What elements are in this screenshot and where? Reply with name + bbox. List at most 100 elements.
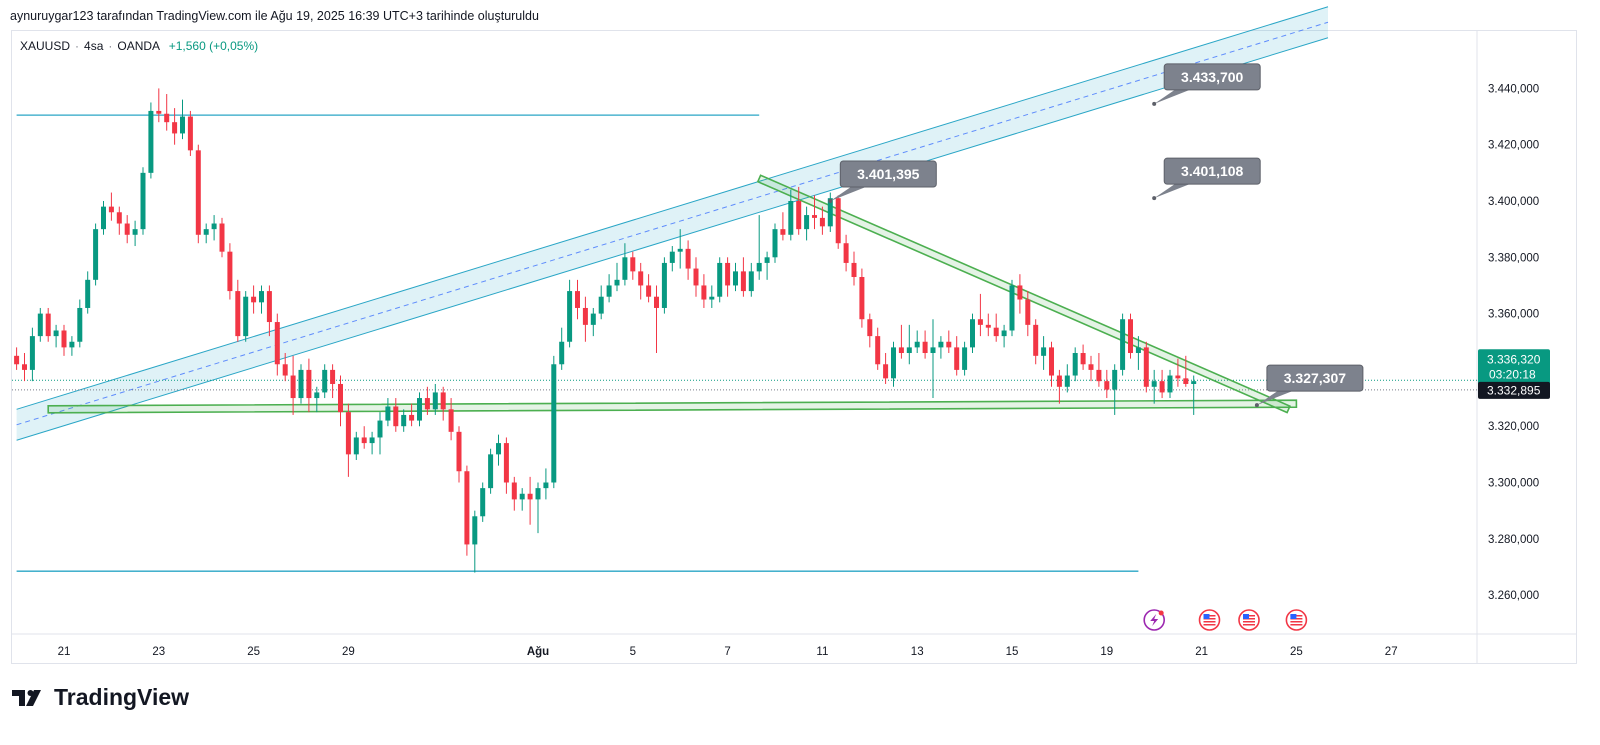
- candle[interactable]: [993, 313, 999, 342]
- ascending-channel[interactable]: [16, 6, 1329, 441]
- candle[interactable]: [970, 313, 975, 354]
- candle[interactable]: [345, 403, 351, 477]
- candle[interactable]: [898, 324, 904, 359]
- candle[interactable]: [622, 243, 628, 286]
- candle[interactable]: [1072, 347, 1078, 382]
- candle[interactable]: [385, 398, 391, 427]
- candle[interactable]: [235, 279, 241, 342]
- candle[interactable]: [85, 271, 91, 314]
- candle[interactable]: [306, 358, 312, 413]
- candle[interactable]: [1104, 369, 1110, 399]
- channel-upper-line[interactable]: [16, 6, 1329, 410]
- candle[interactable]: [796, 186, 802, 235]
- candle[interactable]: [180, 99, 185, 140]
- candle[interactable]: [456, 426, 462, 483]
- candle[interactable]: [1120, 313, 1126, 376]
- candle[interactable]: [677, 229, 683, 269]
- candle[interactable]: [377, 412, 383, 455]
- candle[interactable]: [733, 262, 738, 292]
- candle[interactable]: [156, 88, 162, 123]
- candle[interactable]: [53, 324, 59, 348]
- us-flag-icon[interactable]: [1198, 609, 1221, 631]
- candle[interactable]: [148, 102, 154, 179]
- candle[interactable]: [693, 257, 699, 297]
- candle[interactable]: [251, 285, 257, 314]
- candle[interactable]: [1135, 336, 1141, 370]
- candle[interactable]: [661, 257, 667, 314]
- candle[interactable]: [567, 279, 573, 348]
- candle[interactable]: [883, 353, 889, 384]
- candle[interactable]: [259, 285, 264, 314]
- candle[interactable]: [985, 313, 991, 337]
- candle[interactable]: [669, 246, 675, 272]
- candle[interactable]: [1183, 355, 1189, 387]
- candle[interactable]: [788, 189, 794, 241]
- candle[interactable]: [764, 251, 770, 280]
- candle[interactable]: [598, 285, 604, 320]
- candle[interactable]: [132, 220, 138, 247]
- candle[interactable]: [1112, 364, 1118, 415]
- candle[interactable]: [417, 392, 422, 427]
- candle[interactable]: [1041, 336, 1047, 370]
- candle[interactable]: [314, 386, 320, 413]
- candle[interactable]: [219, 217, 225, 258]
- candle[interactable]: [77, 299, 83, 348]
- candle[interactable]: [511, 476, 517, 511]
- candle[interactable]: [922, 330, 928, 359]
- candle[interactable]: [527, 476, 533, 525]
- candle[interactable]: [290, 355, 296, 415]
- candle[interactable]: [875, 327, 881, 370]
- candle[interactable]: [756, 215, 762, 280]
- candle[interactable]: [409, 403, 415, 427]
- candle[interactable]: [582, 296, 588, 342]
- candle[interactable]: [1049, 341, 1054, 387]
- candle[interactable]: [393, 398, 399, 432]
- candle[interactable]: [503, 437, 509, 494]
- candle[interactable]: [14, 347, 20, 370]
- candle[interactable]: [101, 201, 106, 235]
- candle[interactable]: [1064, 364, 1070, 393]
- candle[interactable]: [938, 336, 944, 359]
- candle[interactable]: [472, 510, 478, 573]
- candle[interactable]: [211, 215, 217, 241]
- candle[interactable]: [401, 409, 407, 432]
- candle[interactable]: [1088, 355, 1094, 382]
- candle[interactable]: [61, 324, 67, 356]
- candle[interactable]: [488, 448, 494, 494]
- candle[interactable]: [69, 336, 75, 356]
- candle[interactable]: [748, 262, 754, 297]
- price-callout[interactable]: 3.401,108: [1152, 157, 1261, 201]
- candle[interactable]: [1056, 369, 1062, 404]
- candle[interactable]: [535, 482, 541, 534]
- candle[interactable]: [353, 431, 359, 460]
- candle[interactable]: [1151, 369, 1157, 404]
- candle[interactable]: [203, 223, 209, 244]
- price-callout[interactable]: 3.401,395: [828, 160, 937, 203]
- candle[interactable]: [1159, 369, 1165, 399]
- candle[interactable]: [1001, 324, 1007, 348]
- candle[interactable]: [1080, 344, 1086, 370]
- candle[interactable]: [195, 144, 201, 244]
- candle[interactable]: [227, 243, 233, 300]
- candle[interactable]: [575, 279, 580, 320]
- candle[interactable]: [298, 364, 304, 404]
- candle[interactable]: [962, 341, 968, 376]
- candle[interactable]: [867, 313, 873, 348]
- candle[interactable]: [440, 386, 446, 421]
- candle[interactable]: [1128, 313, 1133, 359]
- candle[interactable]: [551, 355, 557, 489]
- candle[interactable]: [709, 285, 715, 308]
- descending-triangle[interactable]: [47, 174, 1298, 414]
- candle[interactable]: [954, 336, 960, 376]
- candle[interactable]: [266, 285, 272, 337]
- candle[interactable]: [432, 383, 438, 415]
- candle[interactable]: [977, 293, 983, 337]
- candle[interactable]: [448, 398, 454, 441]
- symbol-legend[interactable]: XAUUSD · 4sa · OANDA +1,560 (+0,05%): [20, 39, 259, 53]
- candle[interactable]: [740, 257, 746, 297]
- candle[interactable]: [859, 268, 865, 328]
- price-callout[interactable]: 3.327,307: [1254, 364, 1364, 408]
- candle[interactable]: [1175, 358, 1181, 387]
- candle[interactable]: [496, 434, 501, 466]
